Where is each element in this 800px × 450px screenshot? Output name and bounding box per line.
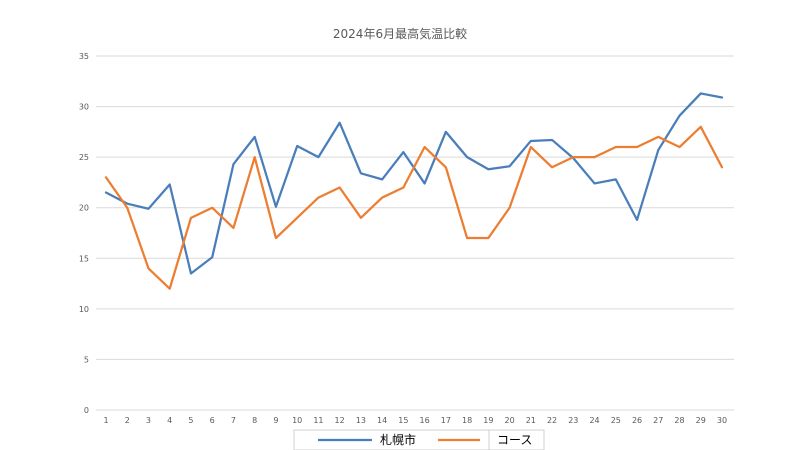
x-tick-label: 12 xyxy=(335,416,345,425)
x-tick-label: 5 xyxy=(188,416,193,425)
series-line-1 xyxy=(104,92,724,275)
legend-label-1: 札幌市 xyxy=(380,432,416,447)
x-tick-label: 25 xyxy=(611,416,621,425)
x-tick-label: 16 xyxy=(420,416,430,425)
y-tick-label: 30 xyxy=(79,103,89,112)
x-tick-label: 2 xyxy=(125,416,130,425)
x-tick-label: 9 xyxy=(273,416,278,425)
x-tick-label: 14 xyxy=(377,416,387,425)
y-tick-label: 35 xyxy=(79,52,89,61)
x-tick-label: 29 xyxy=(696,416,706,425)
y-tick-label: 0 xyxy=(84,406,89,415)
y-tick-label: 20 xyxy=(79,204,89,213)
x-tick-label: 3 xyxy=(146,416,151,425)
x-tick-label: 28 xyxy=(674,416,684,425)
y-tick-label: 5 xyxy=(84,355,89,364)
x-tick-label: 8 xyxy=(252,416,257,425)
y-tick-label: 10 xyxy=(79,305,89,314)
x-tick-label: 17 xyxy=(441,416,451,425)
gridlines xyxy=(96,55,734,411)
x-tick-label: 22 xyxy=(547,416,557,425)
x-tick-label: 6 xyxy=(210,416,215,425)
x-tick-label: 24 xyxy=(589,416,599,425)
x-tick-label: 26 xyxy=(632,416,642,425)
legend-box xyxy=(293,429,545,450)
x-tick-label: 18 xyxy=(462,416,472,425)
series-line-2 xyxy=(104,125,724,290)
x-tick-label: 19 xyxy=(483,416,493,425)
y-axis-tick-labels: 0 5 10 15 20 25 30 35 xyxy=(79,52,89,415)
x-axis-tick-labels: 1 2 3 4 5 6 7 8 9 10 11 12 13 14 15 16 17 18 19 20 21 22 23 24 2… xyxy=(103,416,727,425)
series-lines xyxy=(104,92,724,290)
x-tick-label: 15 xyxy=(398,416,408,425)
x-tick-label: 27 xyxy=(653,416,663,425)
x-tick-label: 7 xyxy=(231,416,236,425)
x-tick-label: 11 xyxy=(313,416,323,425)
x-tick-label: 21 xyxy=(526,416,536,425)
legend: 札幌市 コース xyxy=(293,429,545,450)
x-tick-label: 10 xyxy=(292,416,302,425)
x-tick-label: 13 xyxy=(356,416,366,425)
y-tick-label: 15 xyxy=(79,254,89,263)
x-tick-label: 30 xyxy=(717,416,727,425)
chart-title: 2024年6月最高気温比較 xyxy=(333,26,467,41)
x-tick-label: 23 xyxy=(568,416,578,425)
legend-label-2: コース xyxy=(497,433,532,447)
x-tick-label: 20 xyxy=(504,416,514,425)
y-tick-label: 25 xyxy=(79,153,89,162)
x-tick-label: 1 xyxy=(103,416,108,425)
x-tick-label: 4 xyxy=(167,416,172,425)
